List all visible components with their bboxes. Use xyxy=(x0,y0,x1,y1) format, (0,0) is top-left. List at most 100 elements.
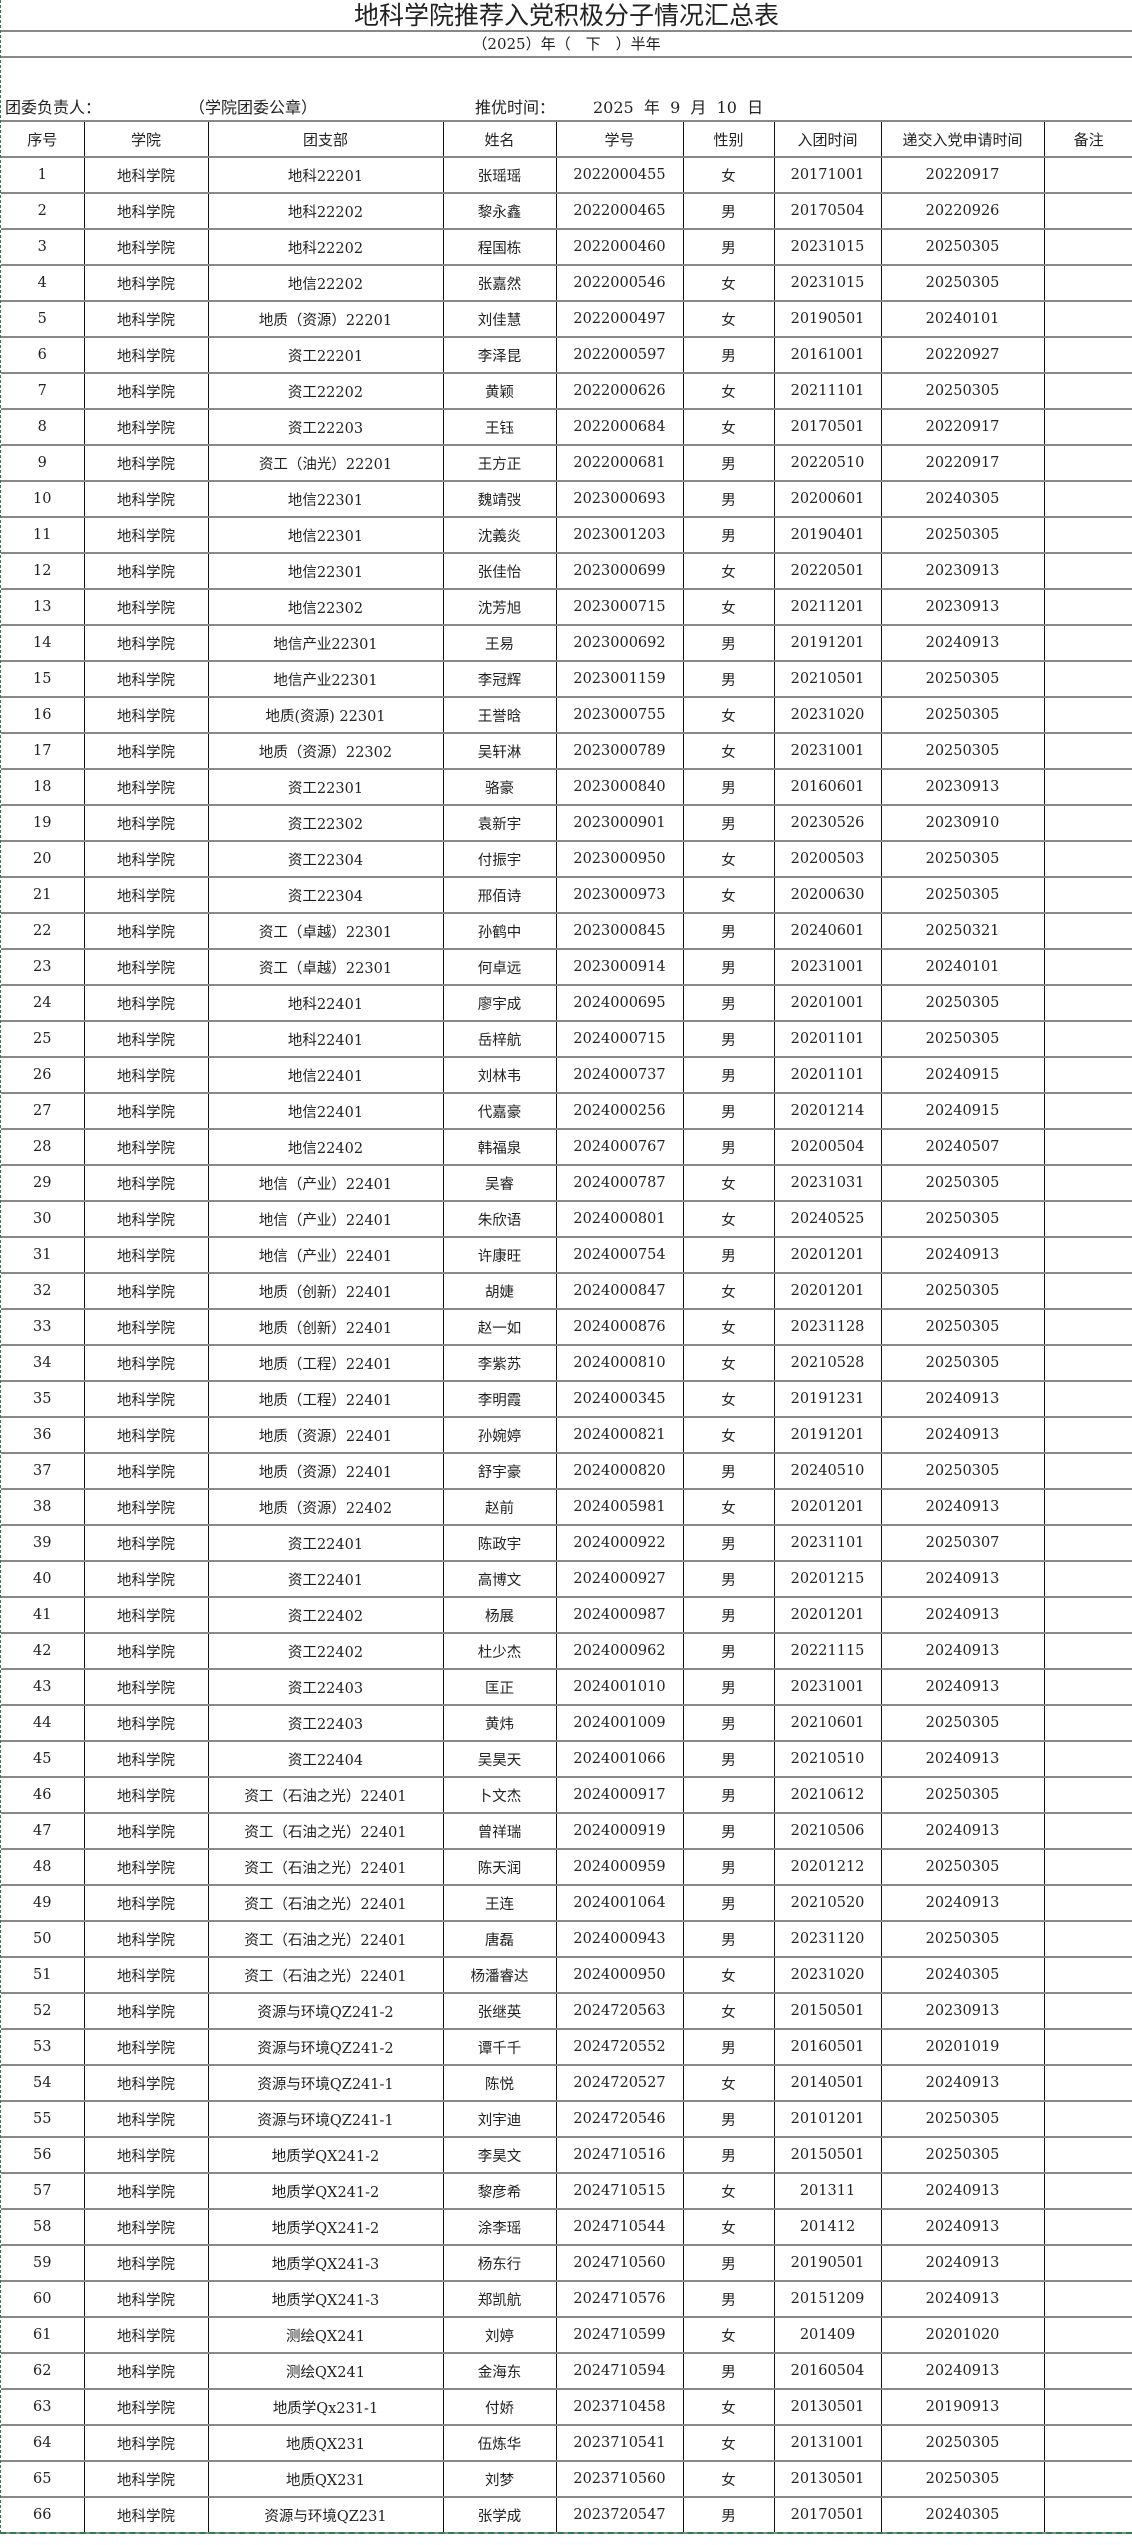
cell-remarks[interactable] xyxy=(1043,1741,1132,1778)
cell-student-id[interactable]: 2024000737 xyxy=(555,1057,683,1094)
cell-application-date[interactable]: 20240913 xyxy=(880,1237,1044,1274)
cell-remarks[interactable] xyxy=(1043,1093,1132,1130)
cell-student-id[interactable]: 2023001203 xyxy=(555,517,683,554)
cell-name[interactable]: 廖宇成 xyxy=(442,985,556,1022)
cell-student-id[interactable]: 2022000626 xyxy=(555,373,683,410)
cell-league-join-date[interactable]: 20201201 xyxy=(773,1597,881,1634)
cell-gender[interactable]: 女 xyxy=(682,1345,774,1382)
cell-remarks[interactable] xyxy=(1043,2461,1132,2498)
cell-college[interactable]: 地科学院 xyxy=(83,2317,208,2354)
cell-gender[interactable]: 女 xyxy=(682,265,774,302)
cell-application-date[interactable]: 20240913 xyxy=(880,1561,1044,1598)
cell-league-join-date[interactable]: 20200601 xyxy=(773,481,881,518)
cell-college[interactable]: 地科学院 xyxy=(83,1741,208,1778)
cell-name[interactable]: 黎永鑫 xyxy=(442,193,556,230)
cell-college[interactable]: 地科学院 xyxy=(83,1705,208,1742)
cell-student-id[interactable]: 2023000755 xyxy=(555,697,683,734)
cell-college[interactable]: 地科学院 xyxy=(83,1849,208,1886)
cell-league-join-date[interactable]: 20240510 xyxy=(773,1453,881,1490)
cell-remarks[interactable] xyxy=(1043,1705,1132,1742)
cell-league-join-date[interactable]: 20231101 xyxy=(773,1525,881,1562)
cell-branch[interactable]: 地质（工程）22401 xyxy=(207,1381,443,1418)
cell-college[interactable]: 地科学院 xyxy=(83,553,208,590)
cell-gender[interactable]: 男 xyxy=(682,2101,774,2138)
cell-name[interactable]: 吴睿 xyxy=(442,1165,556,1202)
cell-name[interactable]: 李紫苏 xyxy=(442,1345,556,1382)
cell-gender[interactable]: 女 xyxy=(682,157,774,194)
cell-remarks[interactable] xyxy=(1043,337,1132,374)
cell-student-id[interactable]: 2023000692 xyxy=(555,625,683,662)
cell-application-date[interactable]: 20230913 xyxy=(880,589,1044,626)
cell-league-join-date[interactable]: 20210528 xyxy=(773,1345,881,1382)
cell-seq[interactable]: 12 xyxy=(1,553,84,590)
cell-college[interactable]: 地科学院 xyxy=(83,1201,208,1238)
cell-branch[interactable]: 地信22401 xyxy=(207,1093,443,1130)
cell-branch[interactable]: 地信22301 xyxy=(207,517,443,554)
cell-student-id[interactable]: 2023000914 xyxy=(555,949,683,986)
cell-name[interactable]: 王易 xyxy=(442,625,556,662)
cell-branch[interactable]: 资工（石油之光）22401 xyxy=(207,1885,443,1922)
cell-branch[interactable]: 资工（石油之光）22401 xyxy=(207,1777,443,1814)
cell-application-date[interactable]: 20220927 xyxy=(880,337,1044,374)
cell-remarks[interactable] xyxy=(1043,1633,1132,1670)
cell-gender[interactable]: 女 xyxy=(682,1957,774,1994)
cell-remarks[interactable] xyxy=(1043,481,1132,518)
cell-name[interactable]: 孙婉婷 xyxy=(442,1417,556,1454)
cell-name[interactable]: 陈悦 xyxy=(442,2065,556,2102)
cell-remarks[interactable] xyxy=(1043,949,1132,986)
cell-remarks[interactable] xyxy=(1043,2173,1132,2210)
cell-branch[interactable]: 地信22302 xyxy=(207,589,443,626)
cell-branch[interactable]: 地信产业22301 xyxy=(207,661,443,698)
cell-seq[interactable]: 10 xyxy=(1,481,84,518)
cell-seq[interactable]: 36 xyxy=(1,1417,84,1454)
cell-student-id[interactable]: 2023000715 xyxy=(555,589,683,626)
cell-league-join-date[interactable]: 20231120 xyxy=(773,1921,881,1958)
cell-student-id[interactable]: 2024000801 xyxy=(555,1201,683,1238)
cell-gender[interactable]: 男 xyxy=(682,1561,774,1598)
cell-gender[interactable]: 男 xyxy=(682,229,774,266)
cell-branch[interactable]: 地质（资源）22201 xyxy=(207,301,443,338)
cell-league-join-date[interactable]: 20221115 xyxy=(773,1633,881,1670)
cell-name[interactable]: 张嘉然 xyxy=(442,265,556,302)
cell-college[interactable]: 地科学院 xyxy=(83,1525,208,1562)
cell-application-date[interactable]: 20250305 xyxy=(880,373,1044,410)
cell-college[interactable]: 地科学院 xyxy=(83,1309,208,1346)
cell-gender[interactable]: 女 xyxy=(682,841,774,878)
cell-gender[interactable]: 女 xyxy=(682,2461,774,2498)
cell-branch[interactable]: 测绘QX241 xyxy=(207,2317,443,2354)
cell-branch[interactable]: 资工22304 xyxy=(207,841,443,878)
cell-league-join-date[interactable]: 20150501 xyxy=(773,1993,881,2030)
cell-league-join-date[interactable]: 20210506 xyxy=(773,1813,881,1850)
cell-remarks[interactable] xyxy=(1043,1813,1132,1850)
cell-seq[interactable]: 65 xyxy=(1,2461,84,2498)
cell-student-id[interactable]: 2022000597 xyxy=(555,337,683,374)
cell-gender[interactable]: 男 xyxy=(682,2353,774,2390)
cell-application-date[interactable]: 20250305 xyxy=(880,1849,1044,1886)
cell-league-join-date[interactable]: 20230526 xyxy=(773,805,881,842)
cell-name[interactable]: 沈芳旭 xyxy=(442,589,556,626)
cell-branch[interactable]: 测绘QX241 xyxy=(207,2353,443,2390)
cell-remarks[interactable] xyxy=(1043,373,1132,410)
cell-gender[interactable]: 男 xyxy=(682,1057,774,1094)
cell-remarks[interactable] xyxy=(1043,1129,1132,1166)
cell-name[interactable]: 韩福泉 xyxy=(442,1129,556,1166)
cell-gender[interactable]: 男 xyxy=(682,913,774,950)
cell-branch[interactable]: 地质（资源）22401 xyxy=(207,1453,443,1490)
cell-league-join-date[interactable]: 20140501 xyxy=(773,2065,881,2102)
cell-name[interactable]: 卜文杰 xyxy=(442,1777,556,1814)
cell-branch[interactable]: 资工（油光）22201 xyxy=(207,445,443,482)
cell-gender[interactable]: 女 xyxy=(682,1165,774,1202)
cell-gender[interactable]: 男 xyxy=(682,661,774,698)
cell-seq[interactable]: 63 xyxy=(1,2389,84,2426)
cell-branch[interactable]: 地质学QX241-2 xyxy=(207,2137,443,2174)
cell-remarks[interactable] xyxy=(1043,517,1132,554)
cell-gender[interactable]: 男 xyxy=(682,1921,774,1958)
cell-league-join-date[interactable]: 201409 xyxy=(773,2317,881,2354)
cell-seq[interactable]: 4 xyxy=(1,265,84,302)
cell-name[interactable]: 胡婕 xyxy=(442,1273,556,1310)
cell-seq[interactable]: 42 xyxy=(1,1633,84,1670)
cell-application-date[interactable]: 20220926 xyxy=(880,193,1044,230)
cell-application-date[interactable]: 20250305 xyxy=(880,1921,1044,1958)
cell-application-date[interactable]: 20240913 xyxy=(880,2173,1044,2210)
cell-student-id[interactable]: 2023710541 xyxy=(555,2425,683,2462)
